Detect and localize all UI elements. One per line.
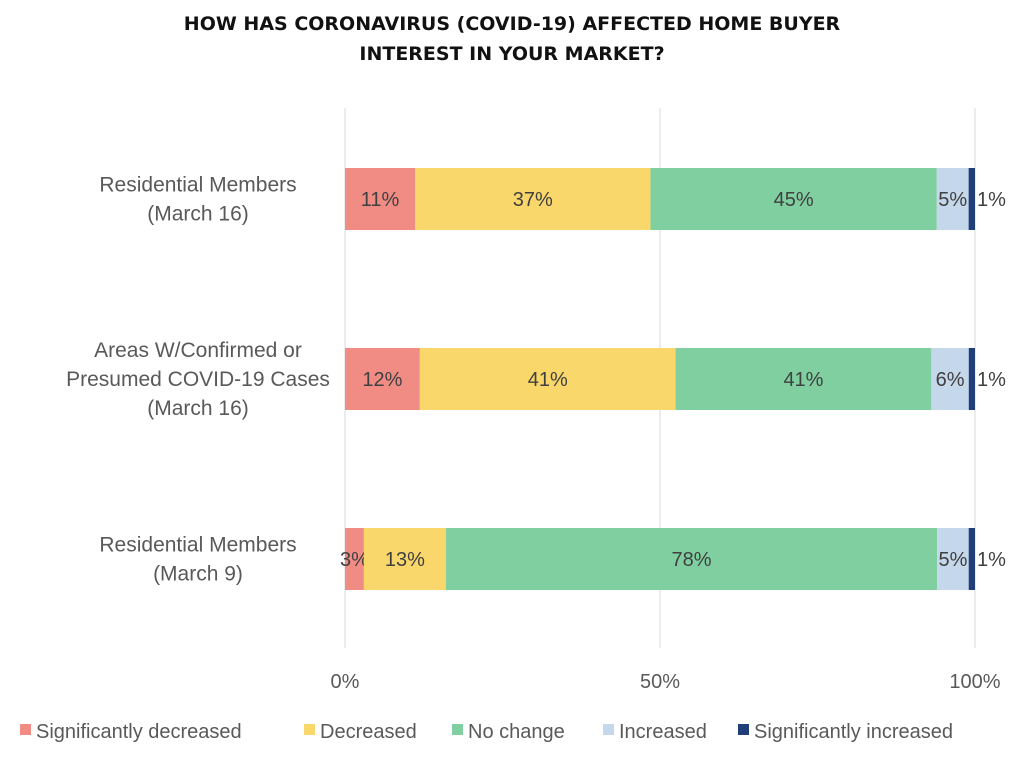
data-label: 3% <box>340 549 369 571</box>
legend-swatch <box>452 724 463 735</box>
x-axis-ticks: 0% 50% 100% <box>331 671 1001 693</box>
bar-segment <box>419 348 676 410</box>
data-label: 45% <box>774 189 814 211</box>
legend-label: Significantly increased <box>754 721 953 743</box>
category-label: Areas W/Confirmed or <box>94 339 302 362</box>
legend-item: Decreased <box>304 721 417 743</box>
legend-label: Decreased <box>320 721 417 743</box>
legend-swatch <box>304 724 315 735</box>
bar-segment <box>968 168 975 230</box>
legend: Significantly decreased Decreased No chang… <box>20 721 953 743</box>
x-tick-label: 50% <box>640 671 680 693</box>
data-label: 37% <box>513 189 553 211</box>
data-label: 13% <box>385 549 425 571</box>
data-label: 5% <box>938 189 967 211</box>
legend-item: Significantly increased <box>738 721 953 743</box>
legend-swatch <box>738 724 749 735</box>
category-labels: Residential Members (March 16) Areas W/Con… <box>66 174 330 586</box>
category-label: (March 16) <box>147 203 249 226</box>
legend-label: Significantly decreased <box>36 721 242 743</box>
bar-segment <box>363 528 446 590</box>
bar-segment <box>968 528 975 590</box>
legend-item: No change <box>452 721 565 743</box>
bar-segment <box>345 348 420 410</box>
bar-segment <box>968 348 975 410</box>
bar-segment <box>415 168 651 230</box>
legend-swatch <box>20 724 31 735</box>
title-line: INTEREST IN YOUR MARKET? <box>359 43 664 65</box>
category-label: Presumed COVID-19 Cases <box>66 368 330 391</box>
data-label: 6% <box>936 369 965 391</box>
category-label: Residential Members <box>99 174 296 197</box>
legend-item: Increased <box>603 721 707 743</box>
data-label: 1% <box>977 369 1006 391</box>
legend-swatch <box>603 724 614 735</box>
data-label: 41% <box>783 369 823 391</box>
category-label: (March 16) <box>147 397 249 420</box>
legend-item: Significantly decreased <box>20 721 242 743</box>
x-tick-label: 100% <box>949 671 1000 693</box>
bar-segment <box>936 168 969 230</box>
title-line: HOW HAS CORONAVIRUS (COVID-19) AFFECTED … <box>184 13 841 35</box>
data-label: 5% <box>938 549 967 571</box>
chart-title: HOW HAS CORONAVIRUS (COVID-19) AFFECTED … <box>184 13 841 65</box>
data-label: 78% <box>671 549 711 571</box>
bar-segment <box>931 348 969 410</box>
bar-segment <box>345 168 415 230</box>
bar-segment <box>937 528 969 590</box>
data-label: 12% <box>362 369 402 391</box>
category-label: (March 9) <box>153 563 243 586</box>
data-label: 11% <box>361 189 400 211</box>
legend-label: Increased <box>619 721 707 743</box>
bar-segment <box>345 528 364 590</box>
bar-segment <box>675 348 932 410</box>
data-label: 1% <box>977 549 1006 571</box>
bars: 11% 37% 45% 5% 1% 12% 41% 41% 6% 1% 3% 13% 78% 5% 1% <box>340 168 1006 590</box>
bar-segment <box>650 168 937 230</box>
category-label: Residential Members <box>99 534 296 557</box>
bar-segment <box>445 528 938 590</box>
x-tick-label: 0% <box>331 671 360 693</box>
legend-label: No change <box>468 721 565 743</box>
data-label: 41% <box>528 369 568 391</box>
data-label: 1% <box>977 189 1006 211</box>
